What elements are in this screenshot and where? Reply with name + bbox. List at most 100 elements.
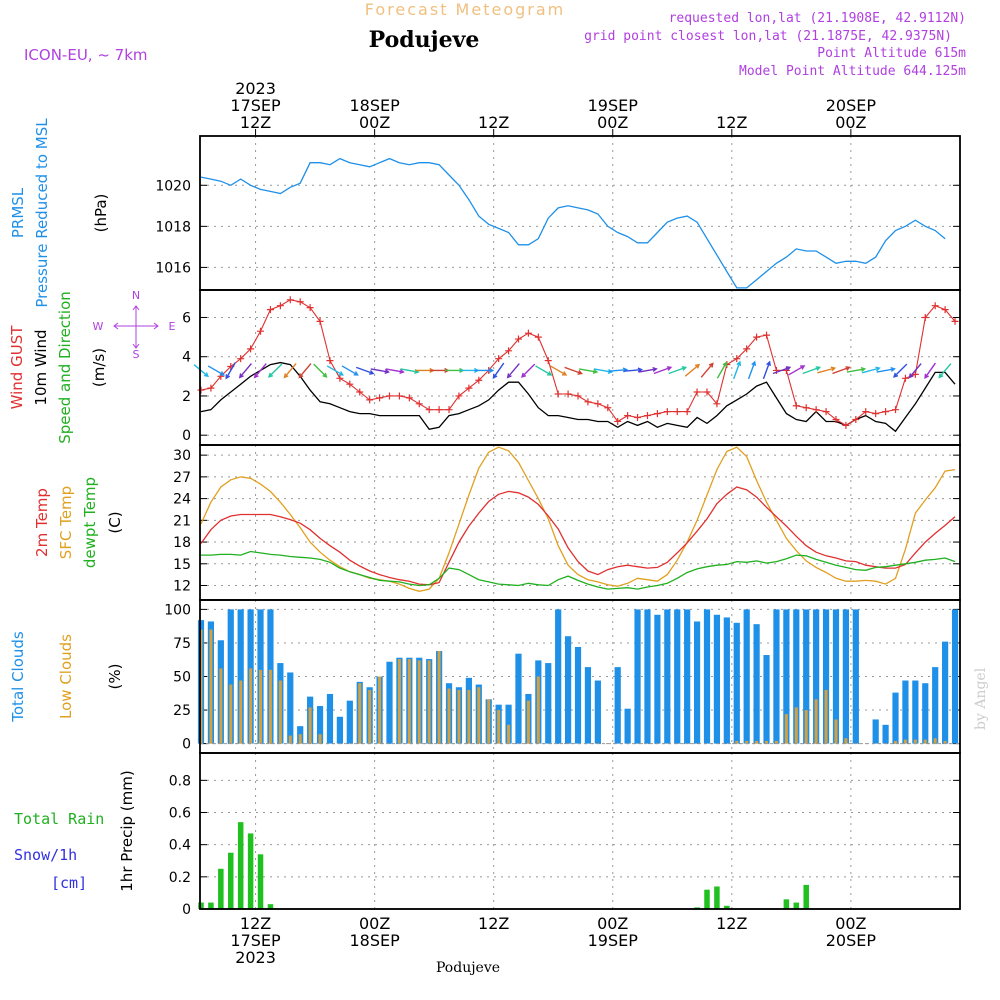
total-clouds-bar <box>842 609 850 744</box>
gust-point-marker <box>386 392 394 400</box>
wind-arrow-shaft <box>747 361 756 380</box>
wind-direction-arrow <box>283 363 297 379</box>
wind-direction-arrow <box>385 368 405 374</box>
compass-east: E <box>169 320 176 333</box>
time-label-bottom: 20SEP <box>826 931 877 950</box>
total-clouds-bar <box>505 704 512 744</box>
wind-arrow-shaft <box>893 363 908 378</box>
low-clouds-bar <box>784 714 788 744</box>
wind-arrow-shaft <box>638 368 657 373</box>
gust-point-marker <box>395 392 403 400</box>
wind-arrow-shaft <box>193 364 209 377</box>
y-tick-label: 0 <box>182 428 191 444</box>
y-tick-label: 21 <box>173 513 191 529</box>
low-clouds-bar <box>834 719 838 744</box>
rain-bar <box>257 854 264 909</box>
wind-direction-arrow <box>356 366 375 375</box>
total-clouds-bar <box>892 692 899 744</box>
gust-point-marker <box>703 388 711 396</box>
total-clouds-bar <box>693 621 701 744</box>
series-dewpt-temp-line <box>201 550 956 590</box>
gust-point-marker <box>653 410 661 418</box>
gust-point-marker <box>951 317 959 325</box>
low-clouds-bar <box>397 659 401 744</box>
wind-arrow-shaft <box>400 368 419 373</box>
low-clouds-bar <box>913 739 917 744</box>
compass-north: N <box>132 289 140 302</box>
gust-point-marker <box>941 306 949 314</box>
series-2m-temp-line <box>200 486 956 586</box>
low-clouds-bar <box>923 739 927 744</box>
total-clouds-bar <box>703 609 711 744</box>
gust-point-marker <box>356 388 364 396</box>
wind-arrow-shaft <box>207 365 225 376</box>
gust-point-marker <box>514 335 522 343</box>
wind-direction-arrow <box>313 363 328 378</box>
y-tick-label: 1016 <box>155 260 191 276</box>
wind-direction-arrow <box>253 363 267 379</box>
low-clouds-bar <box>487 699 491 744</box>
rain-bar <box>198 902 204 909</box>
low-clouds-bar <box>894 740 898 744</box>
wind-arrow-head <box>561 371 568 376</box>
gust-point-marker <box>643 412 651 420</box>
wind-arrow-shaft <box>268 363 283 378</box>
gust-point-marker <box>892 406 900 414</box>
wind-arrow-shaft <box>817 367 835 374</box>
rain-bar <box>247 833 254 909</box>
total-clouds-bar <box>822 609 830 744</box>
gust-point-marker <box>495 355 503 363</box>
time-label-top: 12Z <box>478 113 509 132</box>
precip-snow-unit-label: [cm] <box>51 874 87 892</box>
wind-direction-arrow <box>521 363 536 378</box>
low-clouds-bar <box>477 687 481 744</box>
gust-point-marker <box>921 313 929 321</box>
wind-arrow-head <box>547 371 553 376</box>
wind-direction-arrow <box>747 360 757 380</box>
total-clouds-bar <box>932 667 939 744</box>
panel-label: Total Clouds <box>9 631 27 723</box>
low-clouds-bar <box>308 707 312 744</box>
y-tick-label: 0.2 <box>169 870 191 886</box>
wind-direction-arrow <box>861 366 881 374</box>
wind-arrow-head <box>384 368 390 374</box>
panel-label: (m/s) <box>90 348 108 387</box>
low-clouds-bar <box>368 689 372 744</box>
footer-location: Podujeve <box>436 960 500 976</box>
wind-arrow-shaft <box>298 363 312 378</box>
gust-point-marker <box>604 404 612 412</box>
low-clouds-bar <box>943 740 947 744</box>
time-label-top: 19SEP <box>588 96 639 115</box>
time-label-top: 00Z <box>597 113 628 132</box>
series-10m-wind-line <box>200 361 956 433</box>
gust-point-marker <box>266 306 274 314</box>
wind-direction-arrow <box>268 363 283 378</box>
location-title: Podujeve <box>369 27 480 53</box>
wind-arrow-shaft <box>492 362 505 379</box>
y-tick-label: 0.8 <box>169 773 191 789</box>
total-clouds-bar <box>634 609 641 744</box>
wind-arrow-shaft <box>846 368 865 373</box>
gust-point-marker <box>276 302 284 310</box>
gust-point-marker <box>405 394 413 402</box>
wind-direction-arrow <box>193 364 210 378</box>
total-clouds-bar <box>922 683 929 744</box>
total-clouds-bar <box>793 609 800 744</box>
low-clouds-bar <box>378 676 382 744</box>
wind-direction-arrow <box>474 367 495 373</box>
total-clouds-bar <box>882 724 889 744</box>
low-clouds-bar <box>437 651 441 744</box>
gust-point-marker <box>683 408 691 416</box>
gust-point-marker <box>713 400 721 408</box>
total-clouds-bar <box>326 693 334 744</box>
gust-point-marker <box>693 388 701 396</box>
y-tick-label: 30 <box>173 448 191 464</box>
panel-precip: 0 0.2 0.4 0.6 0.8 <box>169 753 960 918</box>
gust-point-marker <box>673 408 681 416</box>
wind-direction-arrow <box>370 368 390 374</box>
wind-arrow-head <box>637 367 644 373</box>
low-clouds-bar <box>457 689 461 744</box>
wind-direction-arrow <box>623 367 644 373</box>
gust-point-marker <box>911 370 919 378</box>
